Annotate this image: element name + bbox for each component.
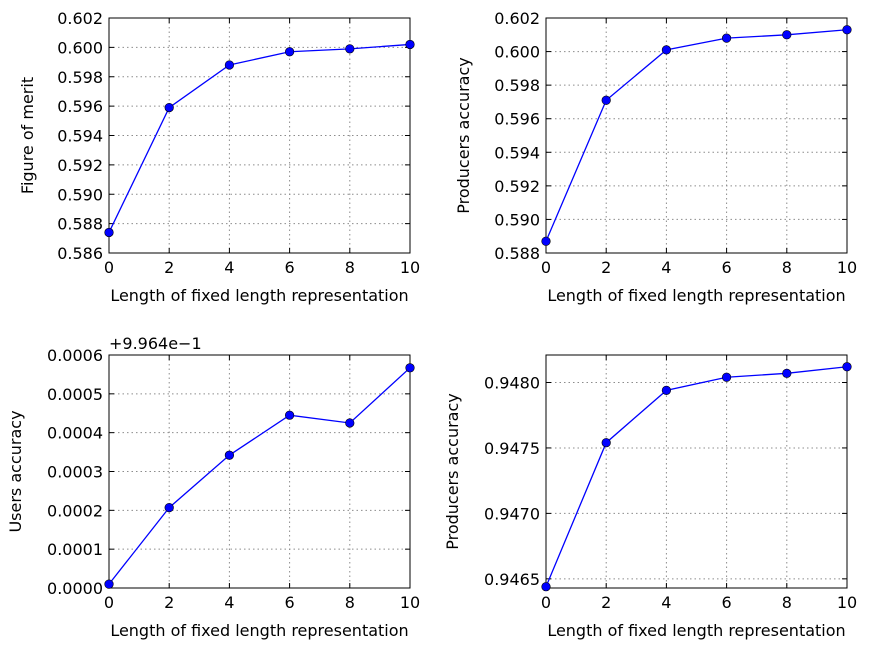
- subplot-4: 0 2 4 6 8 10 0.9465 0.9470 0.9475 0.9480 Length of…: [443, 354, 857, 640]
- data-point: [285, 410, 295, 420]
- data-point: [601, 95, 611, 105]
- y-tick-label: 0.0001: [47, 540, 103, 559]
- y-tick-label: 0.0000: [47, 579, 103, 598]
- y-offset-label: +9.964e−1: [109, 334, 202, 353]
- plot-frame: [545, 17, 848, 254]
- x-tick-label: 0: [104, 258, 114, 277]
- x-tick-label: 0: [104, 593, 114, 612]
- x-tick-label: 8: [345, 258, 355, 277]
- y-tick-label: 0.602: [57, 9, 103, 28]
- x-tick-label: 8: [782, 258, 792, 277]
- data-point: [721, 372, 732, 382]
- plot-frame: [545, 354, 848, 589]
- y-tick-label: 0.0003: [47, 463, 103, 482]
- y-tick-label: 0.9475: [484, 439, 540, 458]
- plot-frame: [108, 354, 411, 589]
- y-tick-label: 0.0002: [47, 501, 103, 520]
- data-point: [661, 385, 672, 395]
- y-tick-label: 0.0006: [47, 346, 103, 365]
- y-tick-label: 0.592: [494, 177, 540, 196]
- data-point: [405, 363, 415, 373]
- x-tick-label: 10: [837, 258, 857, 277]
- series-line: [545, 366, 848, 587]
- x-tick-label: 6: [722, 258, 732, 277]
- x-tick-label: 6: [722, 593, 732, 612]
- data-point: [345, 418, 355, 428]
- y-tick-label: 0.598: [57, 68, 103, 87]
- x-tick-label: 8: [782, 593, 792, 612]
- data-point: [842, 25, 852, 35]
- x-tick-label: 0: [541, 593, 551, 612]
- data-point: [224, 450, 234, 460]
- x-tick-label: 2: [601, 258, 611, 277]
- y-axis-label: Producers accuracy: [443, 393, 462, 550]
- data-point: [164, 102, 174, 113]
- x-tick-label: 2: [601, 593, 611, 612]
- y-tick-label: 0.590: [57, 185, 103, 204]
- data-point: [782, 30, 792, 40]
- x-tick-label: 2: [164, 258, 174, 277]
- x-axis-label: Length of fixed length representation: [110, 286, 408, 305]
- y-tick-label: 0.586: [57, 244, 103, 263]
- y-axis-label: Producers accuracy: [454, 57, 473, 214]
- x-tick-label: 10: [400, 593, 420, 612]
- x-tick-label: 4: [224, 593, 234, 612]
- data-point: [541, 582, 551, 592]
- plot-frame: [108, 17, 411, 254]
- y-axis-label: Users accuracy: [6, 410, 25, 532]
- y-tick-label: 0.596: [57, 97, 103, 116]
- y-tick-label: 0.9470: [484, 504, 540, 523]
- x-tick-label: 6: [285, 258, 295, 277]
- y-tick-label: 0.592: [57, 156, 103, 175]
- data-point: [224, 60, 234, 70]
- subplot-1: 0 2 4 6 8 10 0.586 0.588 0.590 0.592 0.594 0.596 0.5…: [18, 9, 420, 305]
- y-tick-label: 0.598: [494, 76, 540, 95]
- data-point: [345, 44, 355, 54]
- y-tick-label: 0.9465: [484, 570, 540, 589]
- x-tick-label: 2: [164, 593, 174, 612]
- subplot-3: 0 2 4 6 8 10 0.0000 0.0001 0.0002 0.0003 0.0004 0.0…: [6, 334, 420, 640]
- y-tick-label: 0.0004: [47, 424, 103, 443]
- data-point: [601, 438, 611, 448]
- x-axis-label: Length of fixed length representation: [110, 621, 408, 640]
- y-tick-label: 0.9480: [484, 373, 540, 392]
- y-tick-label: 0.588: [57, 215, 103, 234]
- y-tick-label: 0.590: [494, 210, 540, 229]
- x-tick-label: 10: [837, 593, 857, 612]
- data-point: [285, 47, 295, 57]
- y-tick-label: 0.596: [494, 110, 540, 129]
- y-tick-label: 0.602: [494, 9, 540, 28]
- series-line: [545, 29, 848, 242]
- y-tick-label: 0.588: [494, 244, 540, 263]
- x-tick-label: 4: [224, 258, 234, 277]
- x-tick-label: 10: [400, 258, 420, 277]
- data-point: [104, 227, 114, 238]
- data-point: [104, 579, 114, 589]
- y-axis-label: Figure of merit: [18, 77, 37, 194]
- series-line: [108, 43, 411, 233]
- x-tick-label: 0: [541, 258, 551, 277]
- data-point: [405, 39, 415, 50]
- subplot-2: 0 2 4 6 8 10 0.588 0.590 0.592 0.594 0.596 0.598 0.6…: [454, 9, 857, 305]
- data-point: [661, 45, 672, 55]
- x-axis-label: Length of fixed length representation: [547, 286, 845, 305]
- x-tick-label: 8: [345, 593, 355, 612]
- data-point: [721, 33, 732, 43]
- y-tick-label: 0.0005: [47, 385, 103, 404]
- x-tick-label: 4: [661, 258, 671, 277]
- data-point: [164, 503, 174, 513]
- data-point: [782, 368, 792, 378]
- data-point: [842, 362, 852, 372]
- series-line: [108, 367, 411, 585]
- y-tick-label: 0.600: [57, 38, 103, 57]
- y-tick-label: 0.594: [494, 143, 540, 162]
- x-tick-label: 4: [661, 593, 671, 612]
- data-point: [541, 236, 551, 246]
- y-tick-label: 0.600: [494, 43, 540, 62]
- x-axis-label: Length of fixed length representation: [547, 621, 845, 640]
- y-tick-label: 0.594: [57, 127, 103, 146]
- x-tick-label: 6: [285, 593, 295, 612]
